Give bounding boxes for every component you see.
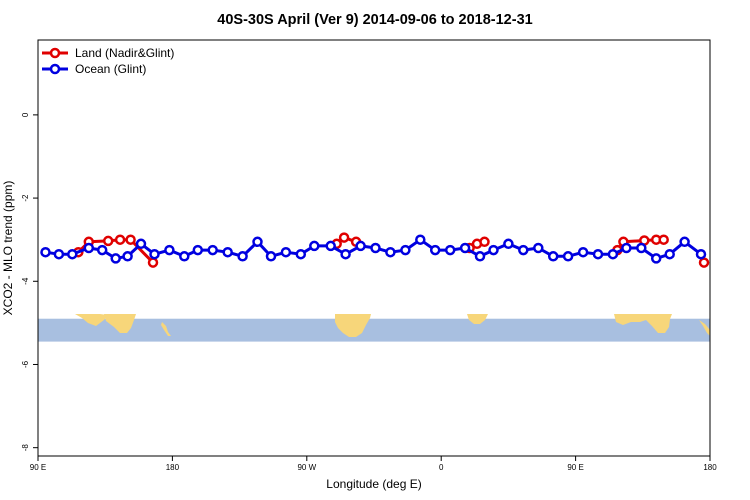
x-tick-label: 90 E xyxy=(567,463,583,472)
plot-frame xyxy=(37,39,711,457)
data-point xyxy=(102,235,114,247)
data-point xyxy=(67,248,78,260)
y-tick-label: -2 xyxy=(21,194,30,202)
data-point xyxy=(149,248,160,260)
data-point xyxy=(222,246,233,258)
data-point xyxy=(125,234,136,245)
land-australia-east xyxy=(104,314,136,333)
legend: Land (Nadir&Glint) Ocean (Glint) xyxy=(42,46,174,76)
land-africa xyxy=(467,314,488,324)
data-point xyxy=(415,234,426,245)
chart-title: 40S-30S April (Ver 9) 2014-09-06 to 2018… xyxy=(217,12,532,28)
data-point xyxy=(488,244,499,256)
data-point xyxy=(164,244,175,256)
land-new-zealand xyxy=(161,322,171,336)
data-point xyxy=(179,251,190,262)
data-point xyxy=(325,240,336,252)
data-point xyxy=(135,238,147,250)
data-point xyxy=(83,242,95,254)
series-line xyxy=(45,238,702,260)
legend-item-land: Land (Nadir&Glint) xyxy=(42,46,174,60)
legend-label-ocean: Ocean (Glint) xyxy=(75,62,146,76)
data-point xyxy=(444,244,456,256)
data-point xyxy=(533,242,544,254)
x-axis-label: Longitude (deg E) xyxy=(326,477,421,491)
data-point xyxy=(577,246,589,258)
data-point xyxy=(207,244,218,256)
data-point xyxy=(370,242,381,254)
y-tick-label: -4 xyxy=(21,277,30,285)
data-point xyxy=(355,240,366,252)
data-point xyxy=(698,257,710,268)
y-tick-label: -8 xyxy=(21,444,30,452)
data-point xyxy=(122,251,133,262)
data-point xyxy=(650,253,662,264)
data-point xyxy=(695,248,707,260)
data-point xyxy=(265,251,277,262)
x-axis: 90 E 180 90 W 0 90 E 180 xyxy=(30,456,717,472)
data-point xyxy=(385,246,396,258)
data-point xyxy=(114,234,126,245)
data-point xyxy=(338,232,350,243)
data-point xyxy=(147,257,159,268)
data-point xyxy=(658,234,669,245)
data-point xyxy=(340,248,351,260)
series-ocean xyxy=(40,234,707,264)
data-point xyxy=(474,251,486,262)
data-point xyxy=(53,248,65,260)
land-australia-2 xyxy=(614,314,672,333)
legend-label-land: Land (Nadir&Glint) xyxy=(75,46,174,60)
data-point xyxy=(459,242,471,254)
data-point xyxy=(547,251,559,262)
x-tick-label: 90 E xyxy=(30,463,46,472)
data-point xyxy=(562,251,574,262)
land-masses xyxy=(75,314,710,337)
data-point xyxy=(295,248,307,260)
data-point xyxy=(400,244,411,256)
y-tick-label: 0 xyxy=(21,112,30,117)
y-axis-label: XCO2 - MLO trend (ppm) xyxy=(1,181,15,316)
y-tick-label: -6 xyxy=(21,360,30,368)
data-point xyxy=(309,240,320,252)
x-tick-label: 180 xyxy=(703,463,717,472)
data-point xyxy=(621,242,632,254)
data-point xyxy=(429,244,441,256)
series-layer xyxy=(40,232,710,268)
land-south-america xyxy=(335,314,371,337)
land-australia-west xyxy=(75,314,108,326)
data-point xyxy=(192,244,204,256)
data-point xyxy=(252,236,263,248)
x-tick-label: 180 xyxy=(166,463,180,472)
data-point xyxy=(518,244,529,256)
data-point xyxy=(664,248,675,260)
x-tick-label: 90 W xyxy=(297,463,316,472)
x-tick-label: 0 xyxy=(439,463,444,472)
legend-item-ocean: Ocean (Glint) xyxy=(42,62,146,76)
data-point xyxy=(679,236,690,248)
data-point xyxy=(96,244,108,256)
data-point xyxy=(40,246,51,258)
land-new-zealand-2 xyxy=(699,320,710,336)
data-point xyxy=(237,251,248,262)
data-point xyxy=(607,248,619,260)
data-point xyxy=(280,246,292,258)
data-point xyxy=(592,248,604,260)
ocean-band xyxy=(38,318,710,342)
data-point xyxy=(479,236,490,248)
data-point xyxy=(110,253,121,264)
y-axis: 0 -2 -4 -6 -8 xyxy=(21,112,38,451)
map-strip xyxy=(38,314,710,342)
data-point xyxy=(636,242,647,254)
data-point xyxy=(503,238,514,250)
